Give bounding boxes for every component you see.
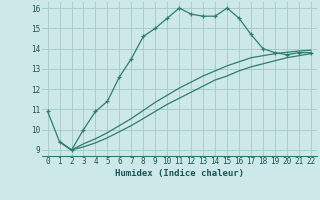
X-axis label: Humidex (Indice chaleur): Humidex (Indice chaleur): [115, 169, 244, 178]
